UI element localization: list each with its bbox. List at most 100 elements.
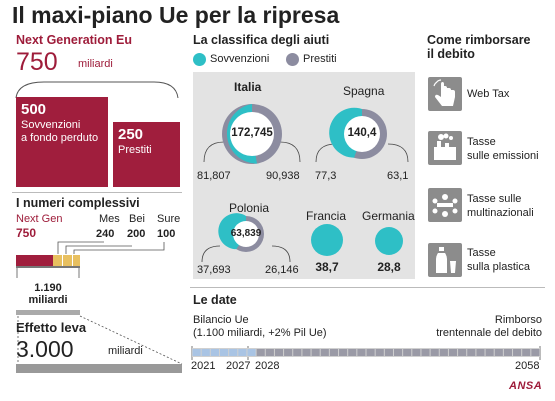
plastic-bottle-icon	[428, 243, 462, 277]
factory-emissions-icon	[428, 131, 462, 165]
timeline-year-cell	[467, 349, 476, 356]
rimborso-item-webtax-line1: Web Tax	[467, 88, 510, 100]
rimborso-item-plastica-line2: sulla plastica	[467, 261, 530, 273]
leva-unit: miliardi	[108, 345, 143, 357]
timeline-year-cell	[229, 349, 238, 356]
timeline-year-cell	[513, 349, 522, 356]
timeline-year-cell	[448, 349, 458, 356]
legend-grants-swatch	[193, 53, 206, 66]
timeline-year-cell	[393, 349, 403, 356]
country-name-italia: Italia	[234, 80, 262, 94]
timeline-year-cell	[284, 349, 293, 356]
date-separator	[190, 287, 545, 288]
date-right-1: Rimborso	[494, 314, 542, 326]
classifica-heading: La classifica degli aiuti	[193, 33, 330, 47]
date-left-1: Bilancio Ue	[193, 314, 249, 326]
timeline-year-cell	[366, 349, 375, 356]
country-total-spagna: 140,4	[347, 127, 377, 139]
timeline-year-cell	[302, 349, 311, 356]
next-gen-bracket	[15, 81, 179, 99]
numeri-value-sure: 100	[157, 228, 176, 240]
timeline-year-cell	[485, 349, 494, 356]
numeri-value-nextgen: 750	[16, 226, 37, 240]
timeline-year-cell	[531, 349, 540, 356]
timeline-year-cell	[247, 349, 256, 356]
timeline-year-cell	[238, 349, 247, 356]
loans-value: 250	[118, 126, 144, 143]
rimborso-item-multinazionali-line2: multinazionali	[467, 207, 534, 219]
rimborso-heading-1: Come rimborsare	[427, 33, 531, 47]
ansa-logo: ANSA	[509, 380, 543, 392]
timeline-year-cell	[348, 349, 357, 356]
grants-box: 500 Sovvenzioni a fondo perduto	[16, 97, 108, 187]
timeline-year-cell	[329, 349, 339, 356]
timeline-year-cell	[320, 349, 329, 356]
country-name-francia: Francia	[306, 209, 347, 223]
next-gen-amount: 750	[16, 48, 58, 76]
next-gen-label: Next Generation Eu	[16, 33, 132, 47]
timeline-year-cell	[458, 349, 467, 356]
date-right-2: trentennale del debito	[436, 327, 542, 339]
timeline-year-cell	[265, 349, 274, 356]
country-grants-polonia: 37,693	[197, 264, 231, 276]
leva-guides	[17, 315, 183, 365]
hand-pointer-icon	[428, 77, 462, 111]
donut-polonia	[201, 213, 291, 263]
timeline-year-cell	[384, 349, 393, 356]
leva-value: 3.000	[16, 336, 74, 362]
timeline-year-cell	[430, 349, 439, 356]
numeri-label-mes: Mes	[99, 213, 120, 225]
numeri-label-nextgen: Next Gen	[16, 213, 63, 225]
country-name-spagna: Spagna	[343, 84, 385, 98]
country-name-germania: Germania	[362, 209, 415, 223]
rimborso-item-emissioni-line2: sulle emissioni	[467, 150, 539, 162]
timeline-year-cell	[375, 349, 384, 356]
timeline-year-cell	[339, 349, 348, 356]
donut-spagna	[315, 107, 409, 163]
timeline-year-cell	[494, 349, 503, 356]
legend-grants-label: Sovvenzioni	[210, 53, 270, 65]
numeri-value-mes: 240	[96, 228, 115, 240]
loans-box: 250 Prestiti	[113, 122, 180, 187]
total-underline	[16, 310, 80, 315]
date-year-2058: 2058	[515, 360, 540, 372]
date-year-2027: 2027	[226, 360, 251, 372]
country-loans-italia: 90,938	[266, 170, 300, 182]
timeline-year-cell	[357, 349, 366, 356]
country-name-polonia: Polonia	[229, 201, 270, 215]
timeline-year-cell	[256, 349, 265, 356]
date-timeline	[191, 346, 541, 360]
timeline-year-cell	[210, 349, 219, 356]
page-title: Il maxi-piano Ue per la ripresa	[12, 2, 340, 28]
numeri-heading: I numeri complessivi	[16, 196, 140, 210]
timeline-year-cell	[476, 349, 485, 356]
rimborso-item-plastica-line1: Tasse	[467, 247, 496, 259]
numeri-value-bei: 200	[127, 228, 146, 240]
country-total-germania: 28,8	[377, 260, 401, 274]
timeline-year-cell	[439, 349, 448, 356]
numeri-total: 1.190	[34, 282, 62, 294]
country-loans-spagna: 63,1	[387, 170, 409, 182]
country-grants-spagna: 77,3	[315, 170, 337, 182]
timeline-year-cell	[522, 349, 531, 356]
rimborso-item-emissioni-line1: Tasse	[467, 136, 496, 148]
next-gen-unit: miliardi	[78, 58, 113, 70]
grants-label-1: Sovvenzioni	[21, 119, 81, 131]
timeline-year-cell	[403, 349, 412, 356]
country-loans-polonia: 26,146	[265, 264, 299, 276]
donut-italia	[203, 104, 301, 164]
timeline-year-cell	[201, 349, 210, 356]
country-total-francia: 38,7	[315, 260, 339, 274]
leva-heading: Effetto leva	[16, 320, 87, 335]
numeri-label-sure: Sure	[157, 213, 181, 225]
timeline-year-cell	[192, 349, 201, 356]
legend-loans-label: Prestiti	[303, 53, 337, 65]
date-heading: Le date	[193, 293, 237, 307]
timeline-year-cell	[219, 349, 229, 356]
grants-value: 500	[21, 101, 47, 118]
rimborso-heading-2: il debito	[427, 47, 475, 61]
date-left-2: (1.100 miliardi, +2% Pil Ue)	[193, 327, 327, 339]
rimborso-item-multinazionali-line1: Tasse sulle	[467, 193, 522, 205]
date-year-2028: 2028	[255, 360, 280, 372]
country-grants-italia: 81,807	[197, 170, 231, 182]
